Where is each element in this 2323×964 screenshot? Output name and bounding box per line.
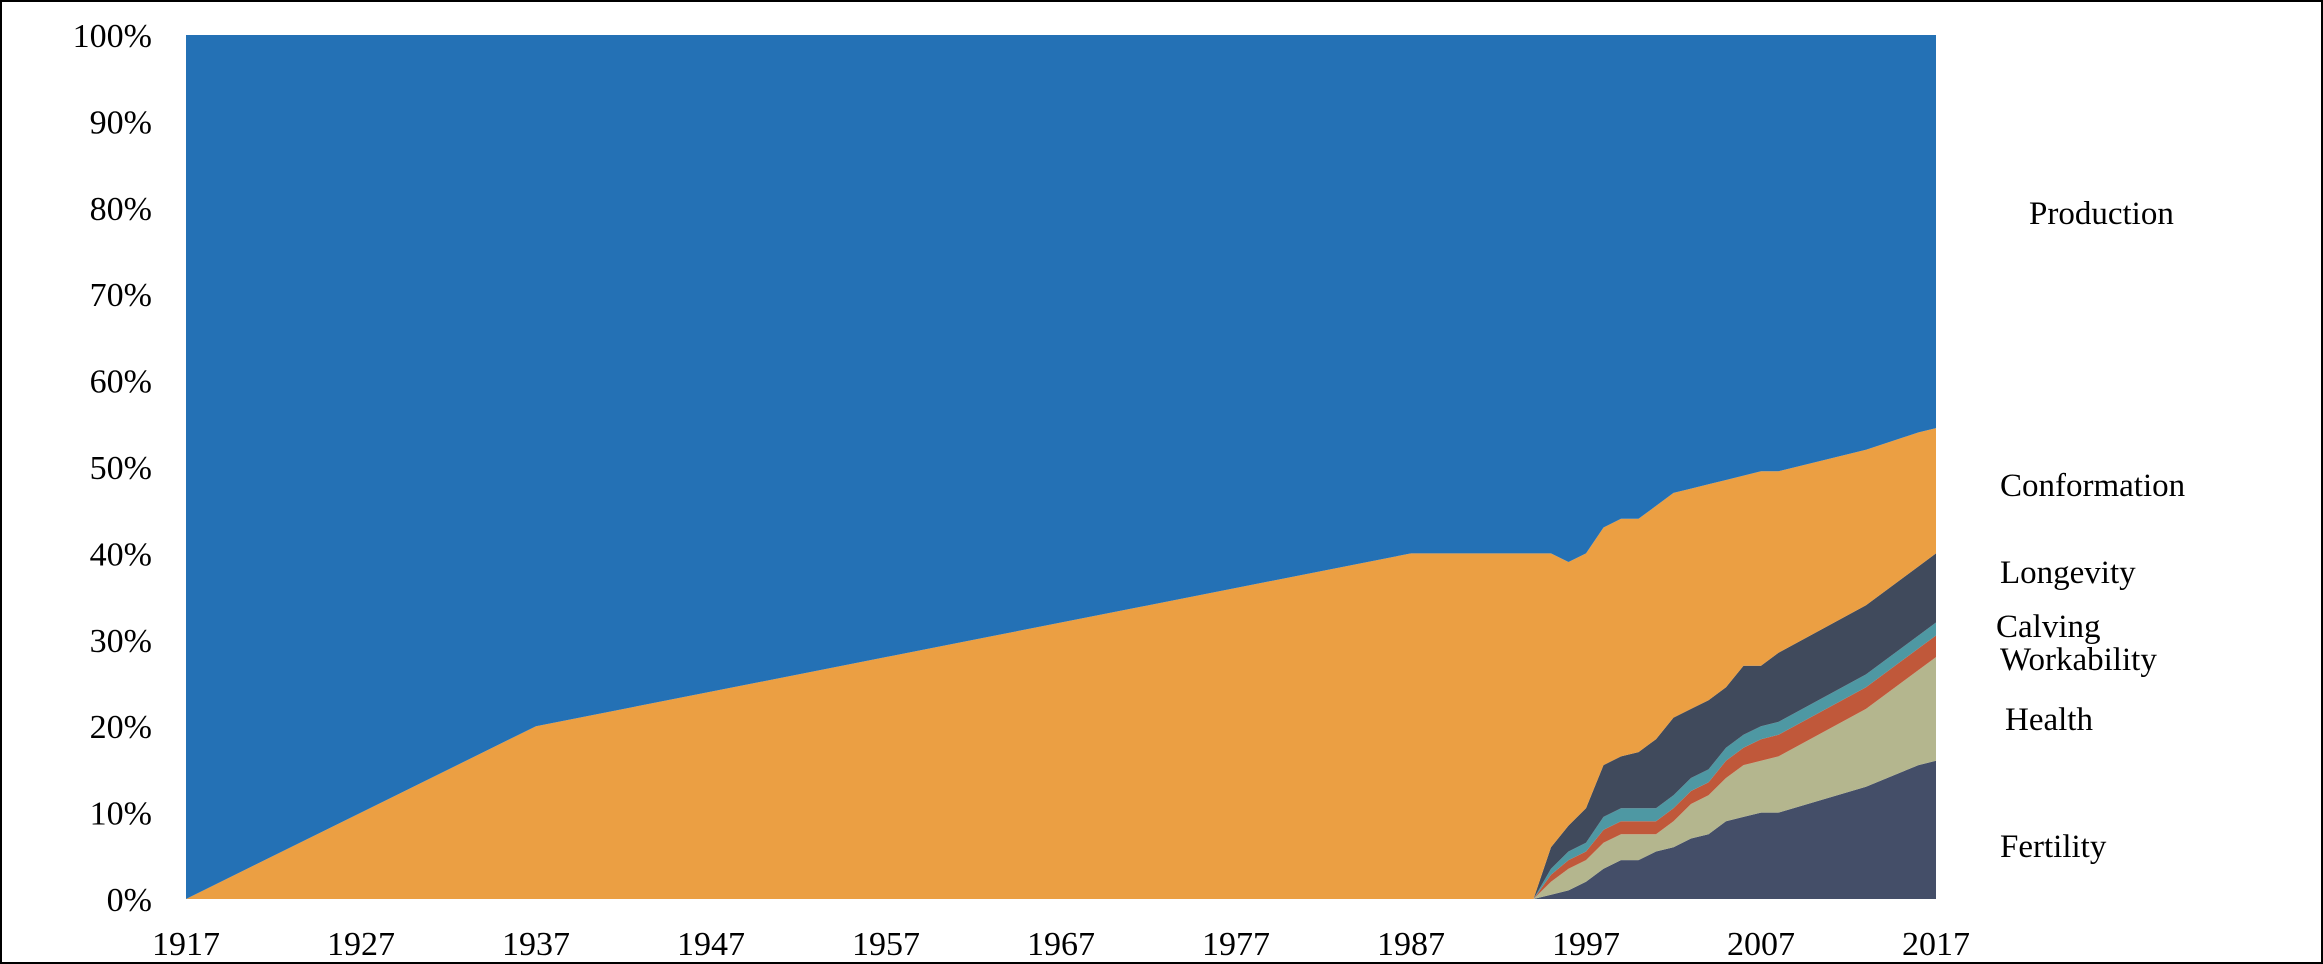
y-tick-label: 10% — [90, 796, 152, 833]
area-fertility — [186, 760, 1936, 899]
y-tick-label: 70% — [90, 277, 152, 314]
y-tick-label: 20% — [90, 709, 152, 746]
x-tick-label: 1987 — [1377, 926, 1445, 963]
y-tick-label: 80% — [90, 191, 152, 228]
legend-label-longevity: Longevity — [2000, 555, 2136, 591]
area-conformation — [186, 428, 1936, 899]
x-tick-label: 2007 — [1727, 926, 1795, 963]
legend-label-calving: Calving — [1996, 609, 2101, 645]
legend-label-conformation: Conformation — [2000, 468, 2185, 504]
x-tick-label: 1967 — [1027, 926, 1095, 963]
y-tick-label: 30% — [90, 623, 152, 660]
legend-label-workability: Workability — [2000, 642, 2157, 678]
x-tick-label: 1927 — [327, 926, 395, 963]
x-tick-label: 1937 — [502, 926, 570, 963]
legend-label-health: Health — [2005, 702, 2093, 738]
legend-label-fertility: Fertility — [2000, 829, 2107, 865]
y-tick-label: 40% — [90, 536, 152, 573]
y-tick-label: 0% — [107, 882, 152, 919]
y-tick-label: 50% — [90, 450, 152, 487]
x-tick-label: 2017 — [1902, 926, 1970, 963]
x-tick-label: 1997 — [1552, 926, 1620, 963]
x-tick-label: 1957 — [852, 926, 920, 963]
area-production — [186, 35, 1936, 899]
y-tick-label: 60% — [90, 364, 152, 401]
y-tick-label: 90% — [90, 104, 152, 141]
y-axis: 0% 10% 20% 30% 40% 50% 60% 70% 80% 90% 100% — [73, 18, 152, 919]
x-axis: 1917 1927 1937 1947 1957 1967 1977 1987 1997 2007… — [152, 926, 1970, 963]
x-tick-label: 1947 — [677, 926, 745, 963]
legend-label-production: Production — [2029, 196, 2174, 232]
y-tick-label: 100% — [73, 18, 152, 55]
area-layers — [186, 35, 1936, 899]
x-tick-label: 1977 — [1202, 926, 1270, 963]
legend: Production Conformation Longevity CalvingWo… — [1996, 196, 2185, 865]
x-tick-label: 1917 — [152, 926, 220, 963]
